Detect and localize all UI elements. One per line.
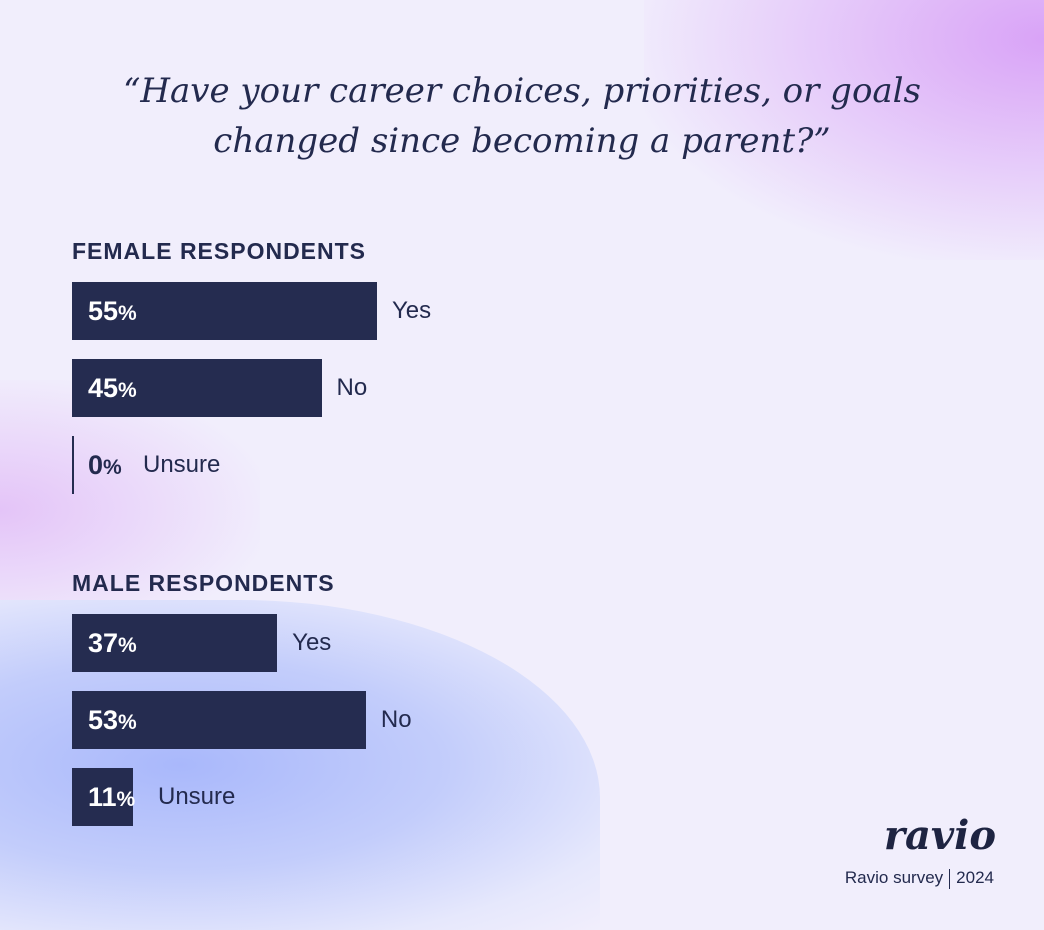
background-glow xyxy=(644,0,1044,260)
value-label: 55% xyxy=(88,296,137,326)
category-label: Yes xyxy=(391,297,432,324)
category-label: No xyxy=(336,374,368,401)
value-label: 11% xyxy=(88,782,136,812)
value-label: 53% xyxy=(88,705,137,735)
bar-no xyxy=(72,691,366,749)
value-label: 45% xyxy=(88,373,137,403)
year-label: 2024 xyxy=(956,868,994,887)
background-glow xyxy=(0,380,260,640)
ravio-logo: ravio xyxy=(883,812,996,859)
footer-source: Ravio survey 2024 xyxy=(845,868,994,889)
source-label: Ravio survey xyxy=(844,868,944,887)
category-label: Unsure xyxy=(158,783,236,810)
value-label: 37% xyxy=(88,628,137,658)
group-title: FEMALE RESPONDENTS xyxy=(72,238,367,264)
bar-unsure xyxy=(72,436,74,494)
bar-yes xyxy=(72,282,377,340)
category-label: No xyxy=(380,706,412,733)
category-label: Unsure xyxy=(143,451,221,478)
divider xyxy=(949,868,951,889)
category-label: Yes xyxy=(292,629,332,656)
group-title: MALE RESPONDENTS xyxy=(72,570,335,596)
chart-title: “Have your career choices, priorities, o… xyxy=(0,66,1044,166)
value-label: 0% xyxy=(88,450,122,480)
title-line-2: changed since becoming a parent?” xyxy=(213,121,831,161)
bar-no xyxy=(72,359,322,417)
bar-unsure xyxy=(72,768,133,826)
title-line-1: “Have your career choices, priorities, o… xyxy=(122,71,922,111)
bar-yes xyxy=(72,614,278,672)
